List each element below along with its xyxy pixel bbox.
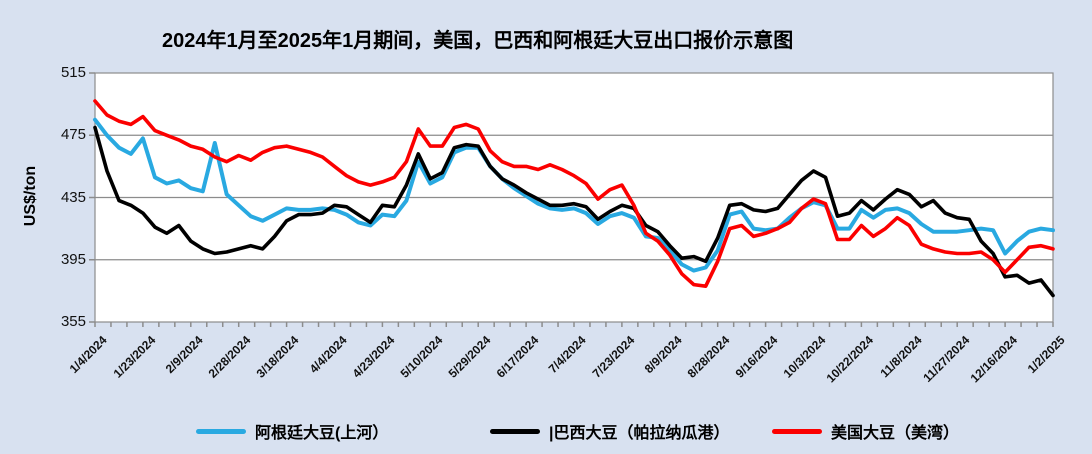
series-line-2 [93, 99, 1055, 289]
legend-label-brazil: |巴西大豆（帕拉纳瓜港） [549, 425, 730, 442]
us-line-marker [772, 428, 822, 434]
y-axis-title: US$/ton [22, 165, 39, 227]
legend-item-us: 美国大豆（美湾） [772, 419, 959, 443]
legend-item-argentina: 阿根廷大豆(上河） [196, 419, 388, 443]
y-tick-label: 435 [60, 188, 86, 206]
y-tick-label: 355 [60, 313, 86, 330]
series-line-0 [93, 117, 1055, 273]
y-tick-label: 395 [60, 250, 86, 268]
brazil-line-marker [490, 428, 540, 434]
series-line-1 [93, 125, 1055, 298]
y-tick-label: 515 [60, 64, 86, 81]
legend-item-brazil: |巴西大豆（帕拉纳瓜港） [490, 419, 729, 443]
legend-label-argentina: 阿根廷大豆(上河） [255, 425, 389, 442]
y-tick-label: 475 [60, 126, 86, 144]
legend: 阿根廷大豆(上河） |巴西大豆（帕拉纳瓜港） 美国大豆（美湾） [0, 419, 1092, 449]
chart-title: 2024年1月至2025年1月期间，美国，巴西和阿根廷大豆出口报价示意图 [162, 30, 794, 52]
argentina-line-marker [196, 428, 246, 434]
legend-label-us: 美国大豆（美湾） [831, 425, 960, 442]
